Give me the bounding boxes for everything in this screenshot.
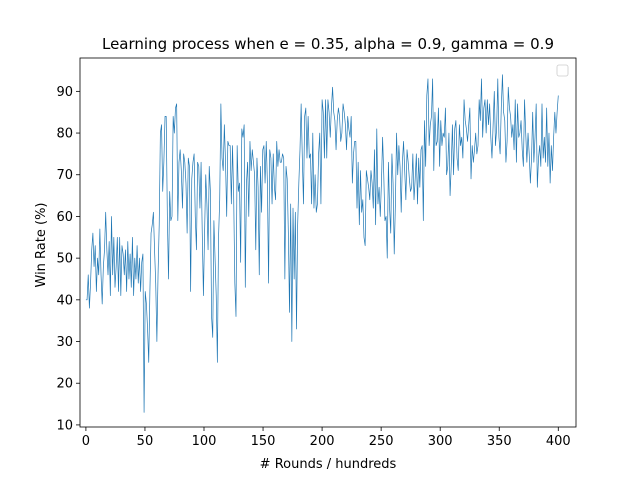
chart-title: Learning process when e = 0.35, alpha = … bbox=[102, 35, 554, 53]
y-tick-label: 70 bbox=[56, 168, 73, 183]
legend-box bbox=[556, 64, 569, 77]
x-tick-label: 300 bbox=[428, 434, 453, 449]
y-tick-label: 90 bbox=[56, 85, 73, 100]
y-tick-label: 40 bbox=[56, 293, 73, 308]
y-tick-label: 80 bbox=[56, 127, 73, 142]
y-axis-label: Win Rate (%) bbox=[34, 203, 49, 288]
x-tick-label: 0 bbox=[82, 434, 90, 449]
x-tick-label: 250 bbox=[369, 434, 394, 449]
axes-frame bbox=[79, 57, 577, 428]
y-tick-label: 50 bbox=[56, 252, 73, 267]
y-tick-label: 20 bbox=[56, 377, 73, 392]
x-tick-label: 200 bbox=[310, 434, 335, 449]
x-tick-label: 100 bbox=[192, 434, 217, 449]
y-tick-label: 30 bbox=[56, 335, 73, 350]
x-tick-label: 350 bbox=[487, 434, 512, 449]
y-tick-label: 60 bbox=[56, 210, 73, 225]
series-line bbox=[85, 74, 559, 413]
plot-area bbox=[85, 74, 559, 413]
x-axis-label: # Rounds / hundreds bbox=[260, 457, 397, 472]
axes: 0 50 100 150 200 250 300 350 400 10 20 30 40 50 60 70 80… bbox=[56, 57, 577, 449]
x-tick-label: 50 bbox=[137, 434, 154, 449]
x-tick-label: 150 bbox=[251, 434, 276, 449]
x-tick-label: 400 bbox=[546, 434, 571, 449]
y-tick-label: 10 bbox=[56, 418, 73, 433]
